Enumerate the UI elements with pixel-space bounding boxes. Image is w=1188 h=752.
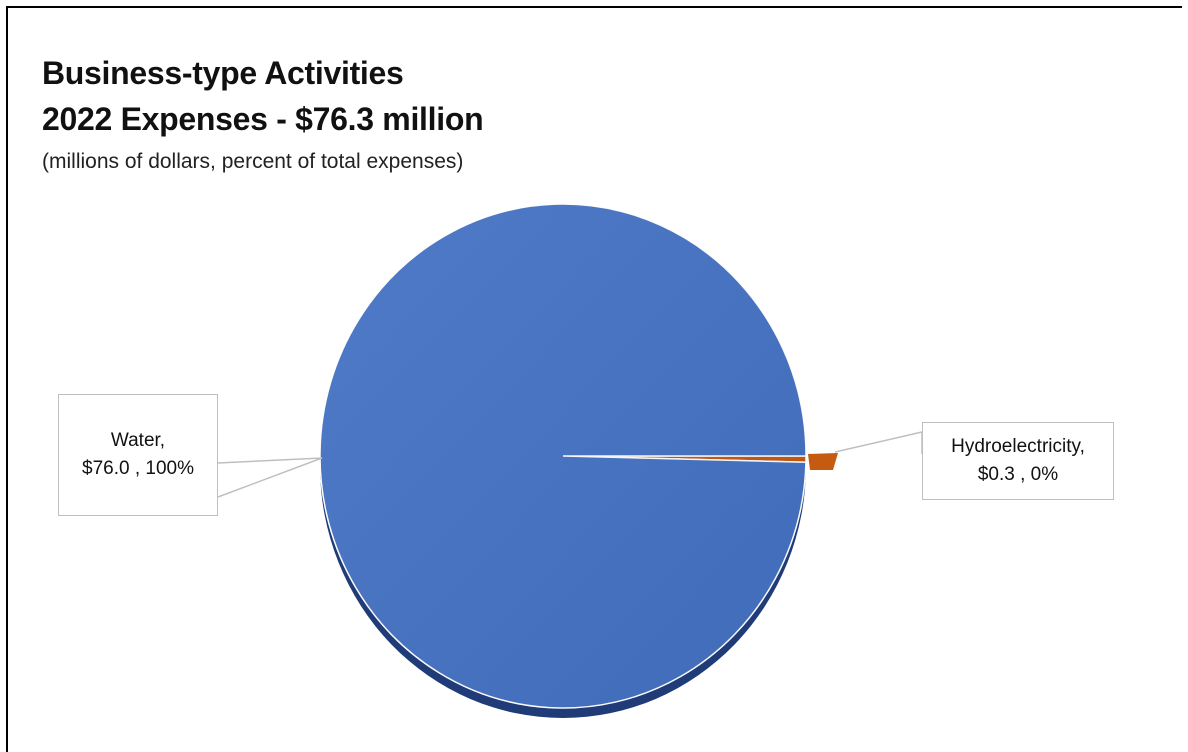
data-label-hydroelectricity: Hydroelectricity, $0.3 , 0% (922, 422, 1114, 500)
chart-subtitle: (millions of dollars, percent of total e… (42, 150, 464, 173)
data-label-hydro-line-1: Hydroelectricity, (951, 436, 1085, 457)
chart-frame (6, 6, 1182, 752)
data-label-hydro-line-2: $0.3 , 0% (977, 464, 1059, 485)
pie-slice-water (319, 203, 807, 709)
data-label-water-line-2: $76.0 , 100% (82, 458, 194, 479)
data-label-water: Water, $76.0 , 100% (58, 394, 218, 516)
leader-line-hydroelectricity (834, 431, 923, 454)
chart-title-line-2: 2022 Expenses - $76.3 million (42, 101, 484, 137)
pie-slice-hydroelectricity-edge (808, 453, 838, 470)
leader-line-water (217, 457, 323, 498)
chart-title-line-1: Business-type Activities (42, 55, 404, 91)
data-label-water-line-1: Water, (110, 430, 166, 451)
chart-title: Business-type Activities 2022 Expenses -… (42, 50, 484, 142)
